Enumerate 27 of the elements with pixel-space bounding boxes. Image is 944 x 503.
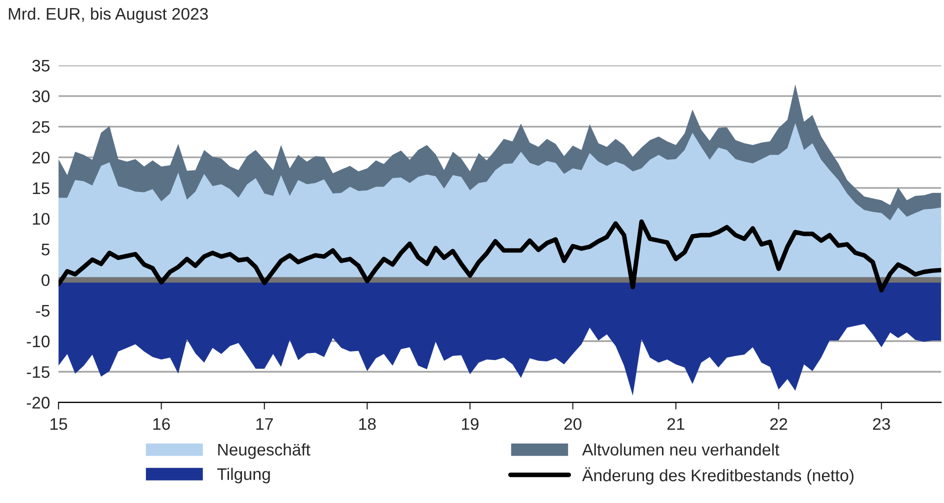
y-tick-label: 10: [32, 212, 50, 225]
x-tick-label: 15: [50, 418, 68, 430]
x-tick-label: 18: [359, 418, 376, 430]
y-tick-label: 5: [42, 244, 50, 256]
x-tick-label: 22: [770, 418, 788, 430]
x-tick-label: 20: [564, 418, 582, 430]
x-tick-label: 19: [462, 418, 478, 430]
y-tick-label: 25: [32, 121, 50, 133]
y-tick-label: 20: [32, 152, 50, 164]
y-tick-label: -20: [26, 396, 50, 409]
y-tick-label: 15: [32, 182, 50, 194]
y-tick-label: 30: [32, 90, 50, 102]
y-tick-label: -5: [36, 305, 50, 317]
x-tick-label: 21: [667, 418, 684, 430]
y-tick-label: -15: [26, 366, 50, 378]
legend-label: Altvolumen neu verhandelt: [582, 443, 780, 456]
y-tick-label: 35: [32, 60, 50, 72]
y-tick-label: 0: [42, 274, 50, 286]
legend-label: Tilgung: [217, 468, 270, 484]
y-axis-title: Mrd. EUR, bis August 2023: [8, 8, 208, 24]
line-series: [58, 219, 942, 292]
legend-label: Änderung des Kreditbestands (netto): [582, 467, 854, 485]
y-tick-label: -10: [26, 336, 50, 348]
x-tick-label: 17: [256, 418, 273, 430]
x-tick-label: 16: [153, 418, 170, 430]
x-tick-label: 23: [873, 418, 890, 430]
legend-label: Neugeschäft: [218, 443, 310, 459]
